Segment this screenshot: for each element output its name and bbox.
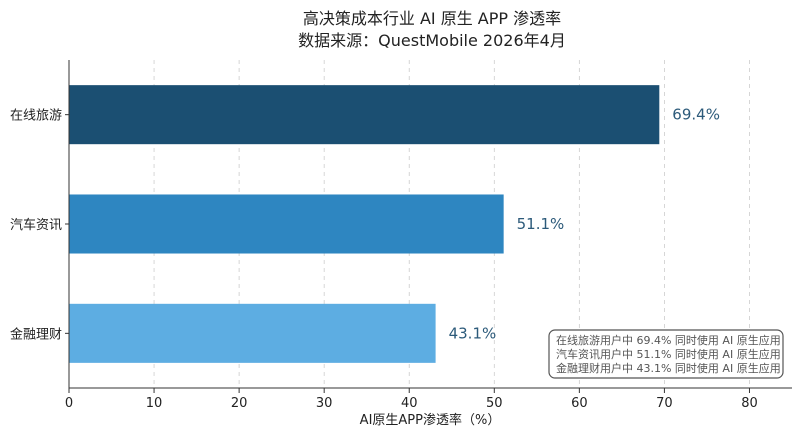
value-label: 69.4% [672, 106, 720, 124]
x-tick-label: 40 [401, 396, 418, 411]
annotation-line: 在线旅游用户中 69.4% 同时使用 AI 原生应用 [556, 333, 781, 347]
x-tick-label: 20 [231, 396, 248, 411]
x-tick-label: 60 [571, 396, 588, 411]
x-tick-label: 70 [656, 396, 673, 411]
bar [69, 194, 504, 254]
chart-title: 高决策成本行业 AI 原生 APP 渗透率 [303, 9, 561, 28]
category-label: 汽车资讯 [10, 217, 62, 233]
x-tick-label: 0 [65, 396, 73, 411]
x-tick-label: 10 [146, 396, 163, 411]
x-ticks: 0 10 20 30 40 50 60 70 80 [65, 388, 758, 411]
bars [69, 85, 660, 363]
annotation-box: 在线旅游用户中 69.4% 同时使用 AI 原生应用 汽车资讯用户中 51.1%… [548, 329, 784, 379]
x-axis-label: AI原生APP渗透率（%） [360, 412, 501, 428]
value-label: 43.1% [449, 324, 497, 342]
x-tick-label: 30 [316, 396, 333, 411]
value-labels: 69.4% 51.1% 43.1% [449, 106, 720, 343]
chart-subtitle: 数据来源：QuestMobile 2026年4月 [298, 31, 566, 50]
annotation-line: 汽车资讯用户中 51.1% 同时使用 AI 原生应用 [556, 347, 781, 361]
bar [69, 85, 660, 145]
value-label: 51.1% [517, 215, 565, 233]
x-tick-label: 80 [741, 396, 758, 411]
annotation-line: 金融理财用户中 43.1% 同时使用 AI 原生应用 [556, 361, 781, 375]
bar [69, 303, 436, 363]
category-label: 金融理财 [10, 326, 62, 342]
x-tick-label: 50 [486, 396, 503, 411]
category-label: 在线旅游 [10, 109, 62, 124]
